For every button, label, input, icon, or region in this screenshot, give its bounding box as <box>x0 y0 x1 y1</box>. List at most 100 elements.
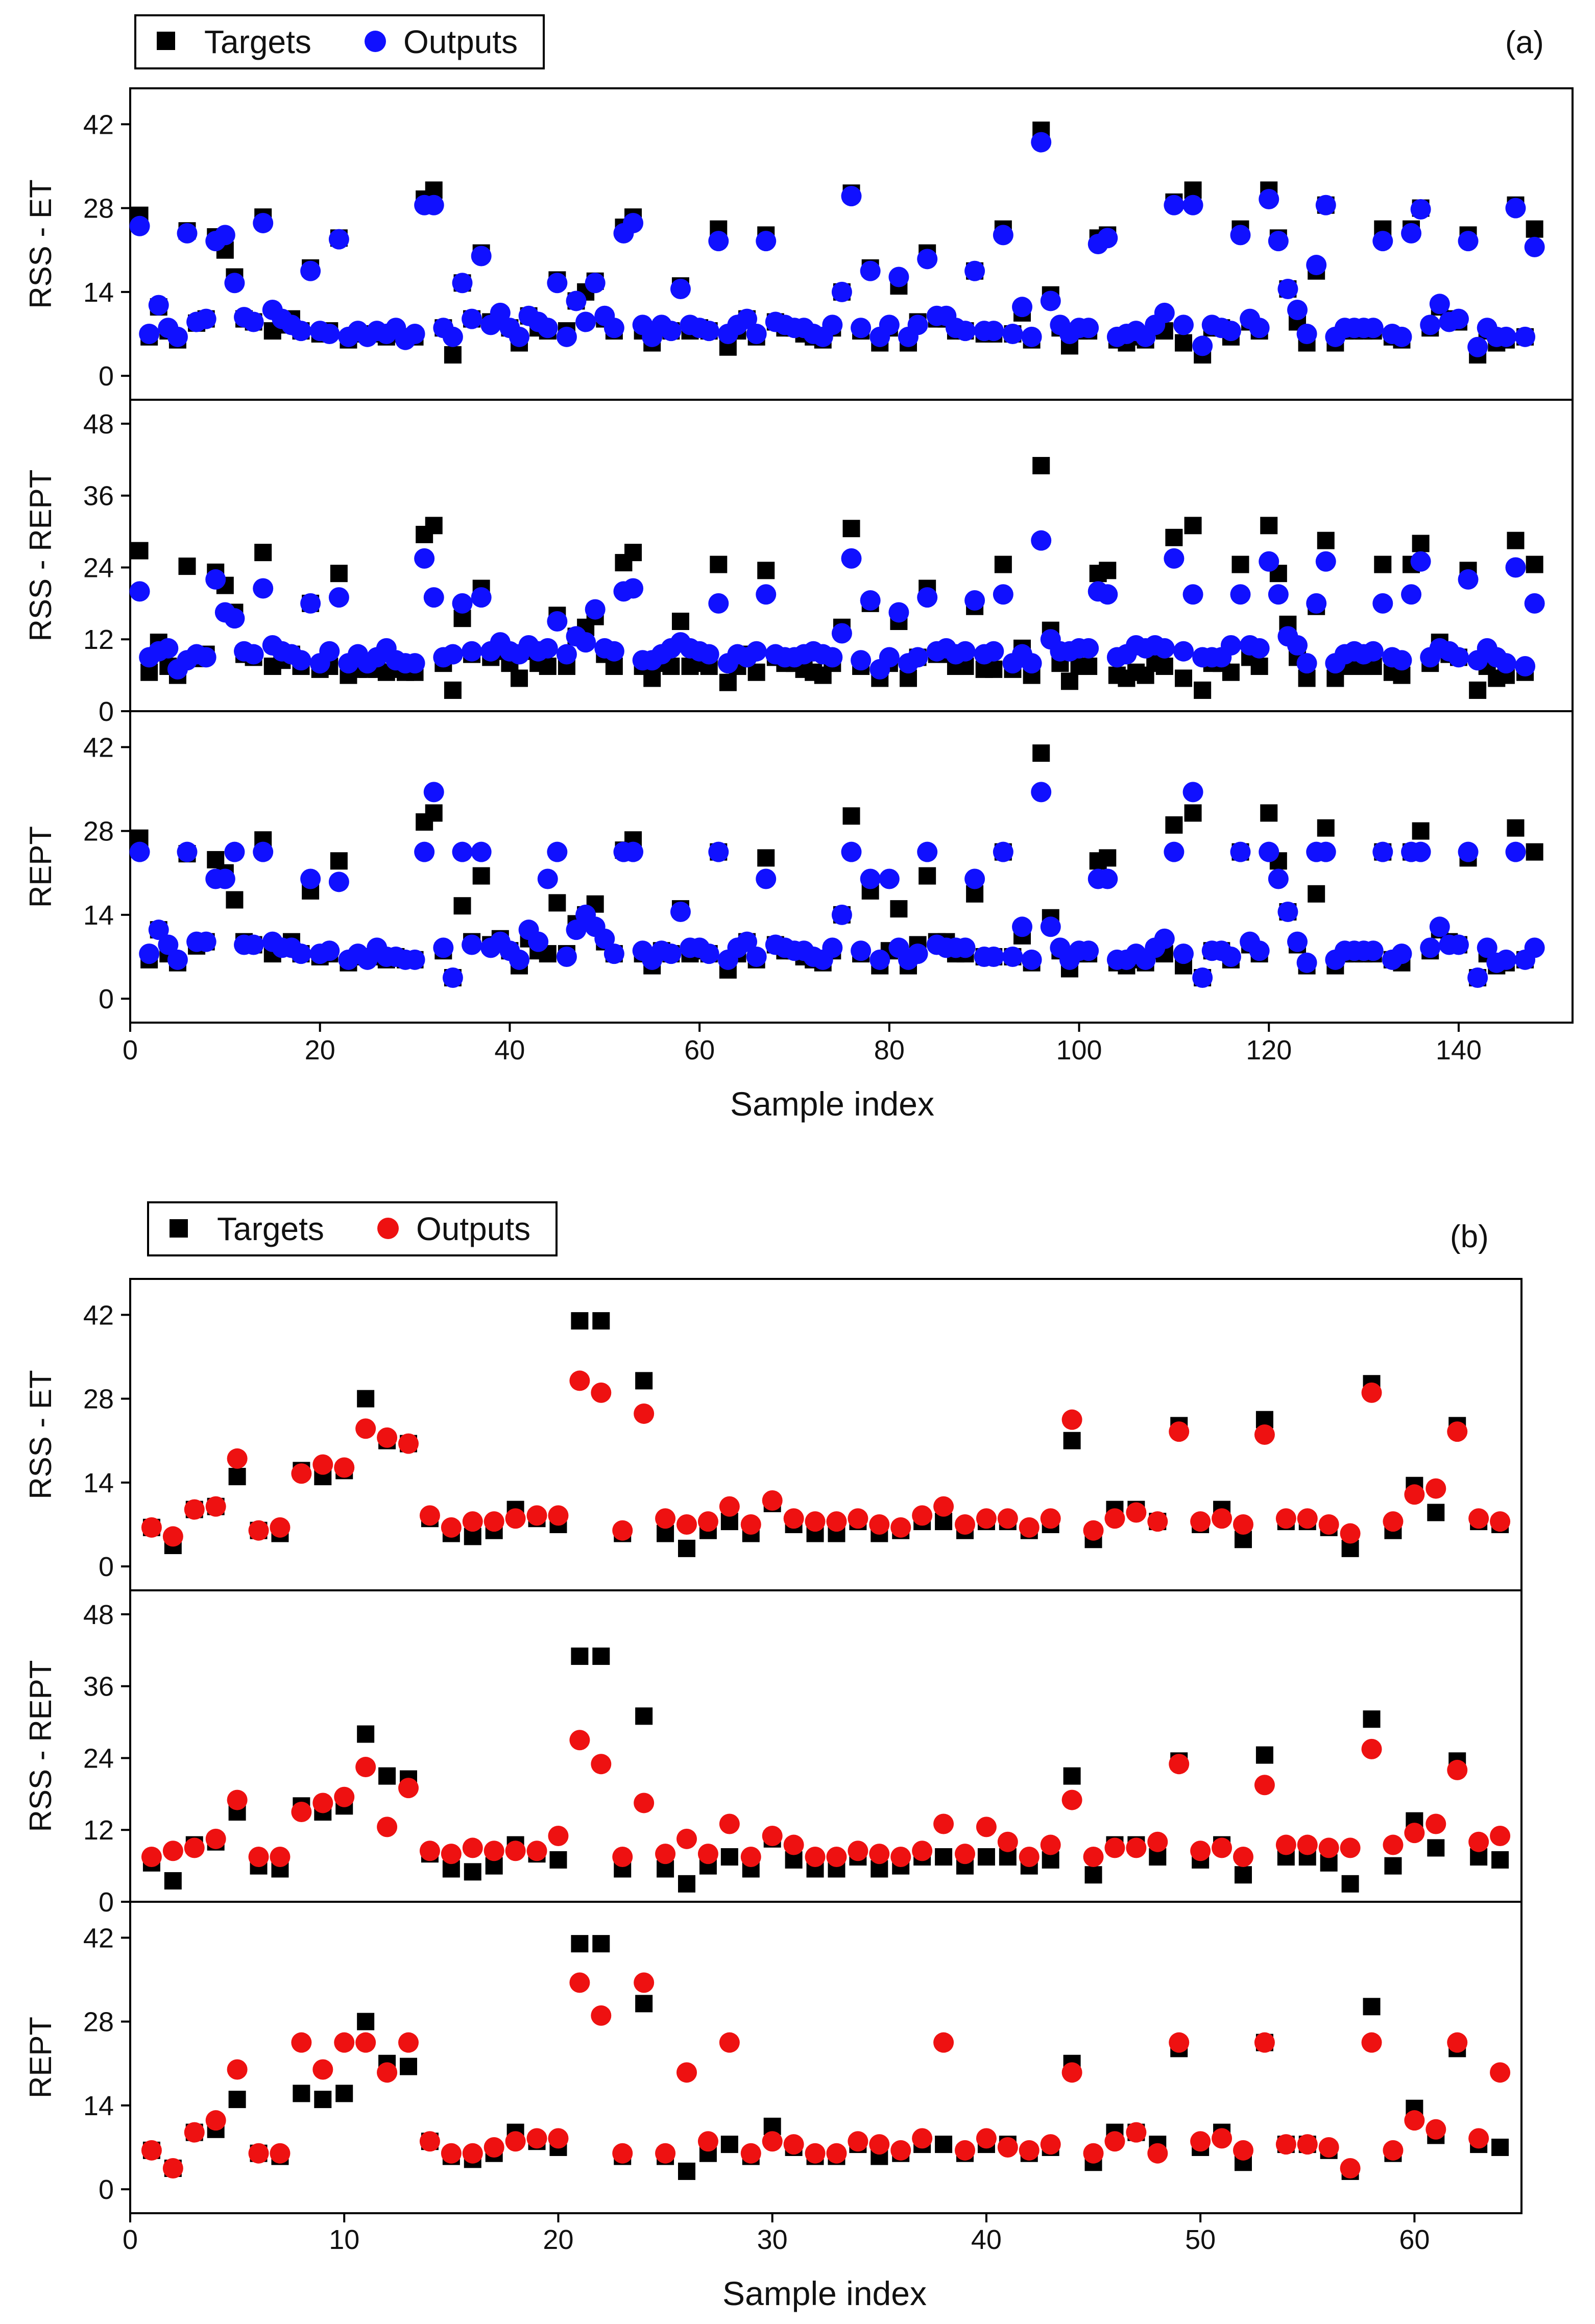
figure-a-panel-3-output-point <box>831 904 852 925</box>
figure-a-panel-3-output-point <box>1230 841 1251 862</box>
figure-a-panel-3-output-point <box>528 931 549 952</box>
figure-a-panel-2-output-point <box>822 647 843 668</box>
panel-label-b: (b) <box>1450 1219 1489 1254</box>
figure-b-panel-1-output-point <box>526 1505 547 1526</box>
figure-b-panel-1-output-point <box>655 1508 676 1529</box>
figure-a-panel-2-target-point <box>1099 562 1117 579</box>
figure-b-panel-3-output-point <box>1212 2128 1232 2149</box>
figure-a-panel-1-output-point <box>556 326 577 347</box>
figure-b-panel-1-target-point <box>635 1372 653 1390</box>
figure-a-panel-1-target-point <box>1526 220 1543 238</box>
figure-b-panel-2-output-point <box>398 1778 419 1799</box>
figure-a-panel-2-output-point <box>404 653 425 674</box>
figure-b-panel-1-target-point <box>592 1312 610 1330</box>
figure-b-panel-2-output-point <box>1233 1847 1253 1868</box>
figure-b-panel-3-output-point <box>869 2134 890 2155</box>
figure-a-panel-3-output-point <box>224 841 245 862</box>
figure-b-panel-3-output-point <box>976 2128 997 2149</box>
figure-a-panel-2-output-point <box>471 587 492 608</box>
figure-a-panel-1-output-point <box>737 308 758 329</box>
figure-a-panel-1-output-point <box>423 195 444 215</box>
figure-a-panel-3-output-point <box>1192 967 1213 988</box>
figure-a-panel-2-output-point <box>1097 584 1118 605</box>
figure-b-panel-1-output-point <box>1019 1517 1040 1538</box>
figure-b-panel-1-output-point <box>312 1454 333 1475</box>
figure-a-panel-3-output-point <box>1173 943 1194 964</box>
figure-a-panel-2-output-point <box>993 584 1013 605</box>
figure-b-panel-1-yaxis-title: RSS - ET <box>23 1370 58 1499</box>
figure-b-panel-3-output-point <box>141 2140 162 2161</box>
figure-b-panel-1-output-point <box>398 1433 419 1454</box>
figure-a-panel-3-output-point <box>1268 868 1289 889</box>
figure-b-panel-3-output-point <box>312 2059 333 2080</box>
figure-a-panel-3-output-point <box>1097 868 1118 889</box>
legend-b-outputs-label: Outputs <box>416 1211 530 1247</box>
figure-a-panel-1-output-point <box>1505 198 1526 219</box>
figure-b-panel-3-target-point <box>1491 2138 1509 2156</box>
figure-b-panel-1 <box>129 1278 1522 1591</box>
figure-a-panel-3-output-point <box>452 841 473 862</box>
figure-b-panel-2-output-point <box>1254 1775 1275 1796</box>
figure-b-panel-2-output-point <box>676 1828 697 1849</box>
figure-a-panel-3-output-point <box>1315 841 1336 862</box>
figure-b-panel-2-output-point <box>976 1817 997 1837</box>
figure-b-panel-1-output-point <box>1340 1523 1361 1544</box>
figure-a-panel-2-output-point <box>224 608 245 629</box>
figure-a-panel-1-output-point <box>1515 326 1536 347</box>
figure-b-panel-2-target-point <box>464 1863 481 1881</box>
figure-b-panel-2-output-point <box>162 1841 183 1861</box>
figure-b-panel-3-output-point <box>227 2059 248 2080</box>
figure-a-panel-3-output-point <box>442 967 463 988</box>
figure-a-panel-3-output-point <box>177 841 198 862</box>
figure-a-panel-1-output-point <box>291 321 311 342</box>
legend-b-targets-marker <box>170 1219 188 1238</box>
figure-a-panel-3-output-point <box>167 949 188 970</box>
figure-b-panel-1-target-point <box>357 1390 375 1408</box>
figure-b-panel-3-output-point <box>1340 2158 1361 2179</box>
figure-b-panel-2-target-point <box>378 1767 396 1785</box>
figure-b-panel-2-output-point <box>1212 1837 1232 1858</box>
figure-a-panel-3-ytick-label: 14 <box>83 900 114 931</box>
figure-b-panel-2-target-point <box>357 1725 375 1743</box>
figure-b-panel-1-output-point <box>1083 1520 1104 1541</box>
figure-a-panel-3-yaxis-title: REPT <box>23 826 58 908</box>
figure-a-panel-1-output-point <box>1296 323 1317 344</box>
figure-b-panel-3-output-point <box>291 2032 312 2053</box>
figure-a-xtick-label: 20 <box>305 1035 335 1066</box>
figure-a-panel-2-target-point <box>1412 535 1430 552</box>
figure-a-panel-3-output-point <box>955 937 976 958</box>
figure-a-panel-1-output-point <box>623 212 644 233</box>
figure-b-panel-2-target-point <box>1063 1767 1081 1785</box>
figure-b-panel-1-output-point <box>1061 1409 1082 1430</box>
figure-b-panel-1-output-point <box>848 1508 868 1529</box>
figure-a-panel-3-output-point <box>907 943 928 964</box>
figure-b-panel-3-output-point <box>826 2143 847 2164</box>
figure-a-panel-2-output-point <box>442 644 463 665</box>
figure-a-panel-1-output-point <box>585 273 606 294</box>
figure-a-panel-1-output-point <box>1097 228 1118 249</box>
figure-a-panel-1-output-point <box>1306 255 1327 276</box>
figure-b-panel-1-output-point <box>569 1370 590 1391</box>
figure-a-panel-3-output-point <box>129 841 150 862</box>
figure-a-panel-3-output-point <box>1259 841 1279 862</box>
figure-b-panel-2-target-point <box>720 1848 738 1866</box>
figure-a-panel-3-target-point <box>1099 849 1117 867</box>
figure-b-panel-1-output-point <box>419 1505 440 1526</box>
figure-b-panel-3-target-point <box>592 1935 610 1953</box>
figure-b-panel-2-output-point <box>227 1789 248 1810</box>
figure-a-panel-2-output-point <box>1448 647 1469 668</box>
figure-a-panel-3-output-point <box>1524 937 1545 958</box>
figure-b-panel-1-output-point <box>205 1496 226 1517</box>
figure-a-panel-3-target-point <box>1308 885 1325 903</box>
figure-a-panel-3-output-point <box>196 931 216 952</box>
figure-a-panel-2-output-point <box>414 548 435 569</box>
figure-a-panel-1-output-point <box>1277 278 1298 299</box>
figure-a-panel-3-target-point <box>1507 819 1525 837</box>
figure-a-panel-2-output-point <box>888 602 909 623</box>
figure-b-panel-2-target-point <box>592 1648 610 1665</box>
figure-a-panel-3-output-point <box>1372 841 1393 862</box>
figure-a-panel-3-output-point <box>319 940 340 961</box>
figure-b-panel-2-target-point <box>571 1648 589 1665</box>
figure-a-panel-2-output-point <box>253 578 274 599</box>
figure-b-panel-3-ytick-label: 0 <box>99 2174 114 2205</box>
